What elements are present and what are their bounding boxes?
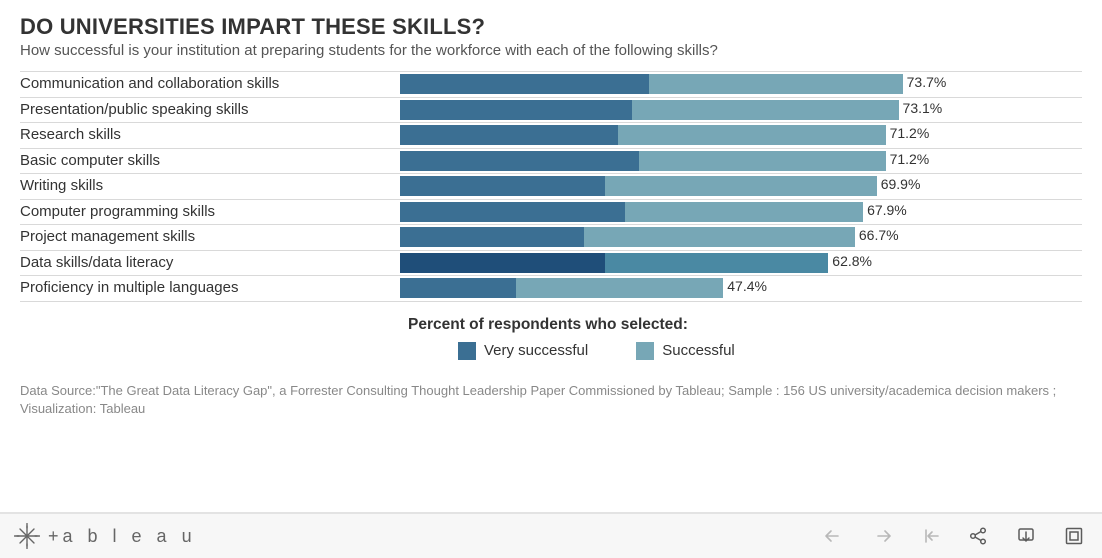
row-total-percent: 69.9% [881,176,921,196]
bar-area: 66.7% [400,225,1082,250]
bar-area: 69.9% [400,174,1082,199]
legend-items: Very successful Successful [458,342,1082,360]
row-total-percent: 66.7% [859,227,899,247]
bar-area: 71.2% [400,123,1082,148]
segment-very-successful[interactable] [400,227,584,247]
bar-chart: Communication and collaboration skills 73… [20,72,1082,302]
row-label: Presentation/public speaking skills [20,98,400,123]
bar-area: 71.2% [400,149,1082,174]
chart-row: Proficiency in multiple languages 47.4% [20,276,1082,302]
chart-row: Project management skills 66.7% [20,225,1082,251]
row-label: Communication and collaboration skills [20,72,400,97]
bar-track[interactable]: 73.1% [400,100,1082,120]
tableau-logo-text: +a b l e a u [48,526,197,547]
chart-row: Communication and collaboration skills 73… [20,72,1082,98]
legend-item[interactable]: Very successful [458,342,588,360]
legend-label: Successful [662,342,735,359]
segment-very-successful[interactable] [400,202,625,222]
segment-successful[interactable] [605,253,829,273]
row-total-percent: 73.7% [907,74,947,94]
segment-successful[interactable] [584,227,855,247]
row-total-percent: 62.8% [832,253,872,273]
chart-row: Data skills/data literacy 62.8% [20,251,1082,277]
chart-subtitle: How successful is your institution at pr… [20,42,1082,59]
segment-successful[interactable] [632,100,899,120]
bar-track[interactable]: 67.9% [400,202,1082,222]
bar-area: 73.1% [400,98,1082,123]
row-label: Computer programming skills [20,200,400,225]
legend-swatch [458,342,476,360]
row-label: Project management skills [20,225,400,250]
segment-successful[interactable] [516,278,723,298]
share-icon[interactable] [968,526,988,546]
row-total-percent: 67.9% [867,202,907,222]
chart-title: DO UNIVERSITIES IMPART THESE SKILLS? [20,14,1082,40]
redo-icon [872,526,892,546]
segment-very-successful[interactable] [400,100,632,120]
chart-row: Presentation/public speaking skills 73.1% [20,98,1082,124]
row-total-percent: 47.4% [727,278,767,298]
bar-track[interactable]: 71.2% [400,125,1082,145]
segment-successful[interactable] [618,125,885,145]
tableau-logo[interactable]: +a b l e a u [14,523,197,549]
segment-very-successful[interactable] [400,176,605,196]
segment-successful[interactable] [649,74,903,94]
row-label: Basic computer skills [20,149,400,174]
chart-row: Research skills 71.2% [20,123,1082,149]
segment-very-successful[interactable] [400,278,516,298]
segment-successful[interactable] [605,176,877,196]
bar-area: 67.9% [400,200,1082,225]
bar-track[interactable]: 73.7% [400,74,1082,94]
bar-area: 73.7% [400,72,1082,97]
bar-track[interactable]: 71.2% [400,151,1082,171]
bar-track[interactable]: 47.4% [400,278,1082,298]
footer-toolbar [824,526,1084,546]
undo-icon [824,526,844,546]
bar-track[interactable]: 62.8% [400,253,1082,273]
legend-item[interactable]: Successful [636,342,735,360]
segment-very-successful[interactable] [400,74,649,94]
tableau-footer: +a b l e a u [0,512,1102,558]
row-label: Writing skills [20,174,400,199]
row-label: Data skills/data literacy [20,251,400,276]
download-icon[interactable] [1016,526,1036,546]
bar-area: 47.4% [400,276,1082,301]
chart-row: Basic computer skills 71.2% [20,149,1082,175]
chart-row: Computer programming skills 67.9% [20,200,1082,226]
bar-track[interactable]: 66.7% [400,227,1082,247]
segment-successful[interactable] [639,151,886,171]
row-label: Proficiency in multiple languages [20,276,400,301]
bar-area: 62.8% [400,251,1082,276]
row-total-percent: 71.2% [890,151,930,171]
legend-title: Percent of respondents who selected: [408,316,1082,334]
data-source-note: Data Source:"The Great Data Literacy Gap… [20,382,1080,420]
reset-icon [920,526,940,546]
legend: Percent of respondents who selected: Ver… [408,316,1082,360]
segment-very-successful[interactable] [400,151,639,171]
segment-very-successful[interactable] [400,125,618,145]
viz-container: DO UNIVERSITIES IMPART THESE SKILLS? How… [0,0,1102,558]
chart-row: Writing skills 69.9% [20,174,1082,200]
segment-very-successful[interactable] [400,253,605,273]
legend-swatch [636,342,654,360]
fullscreen-icon[interactable] [1064,526,1084,546]
row-total-percent: 73.1% [903,100,943,120]
row-label: Research skills [20,123,400,148]
segment-successful[interactable] [625,202,863,222]
legend-label: Very successful [484,342,588,359]
tableau-logo-icon [14,523,40,549]
bar-track[interactable]: 69.9% [400,176,1082,196]
row-total-percent: 71.2% [890,125,930,145]
